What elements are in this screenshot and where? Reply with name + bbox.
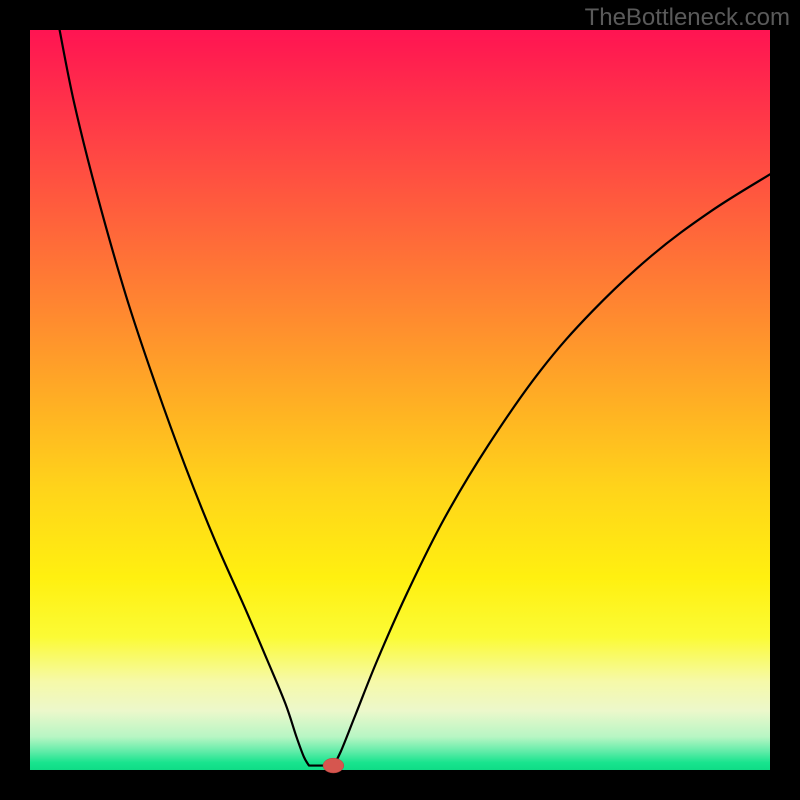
- chart-background: [30, 30, 770, 770]
- optimal-point-marker: [323, 758, 344, 773]
- chart-container: TheBottleneck.com: [0, 0, 800, 800]
- watermark-text: TheBottleneck.com: [585, 4, 790, 32]
- bottleneck-chart: [0, 0, 800, 800]
